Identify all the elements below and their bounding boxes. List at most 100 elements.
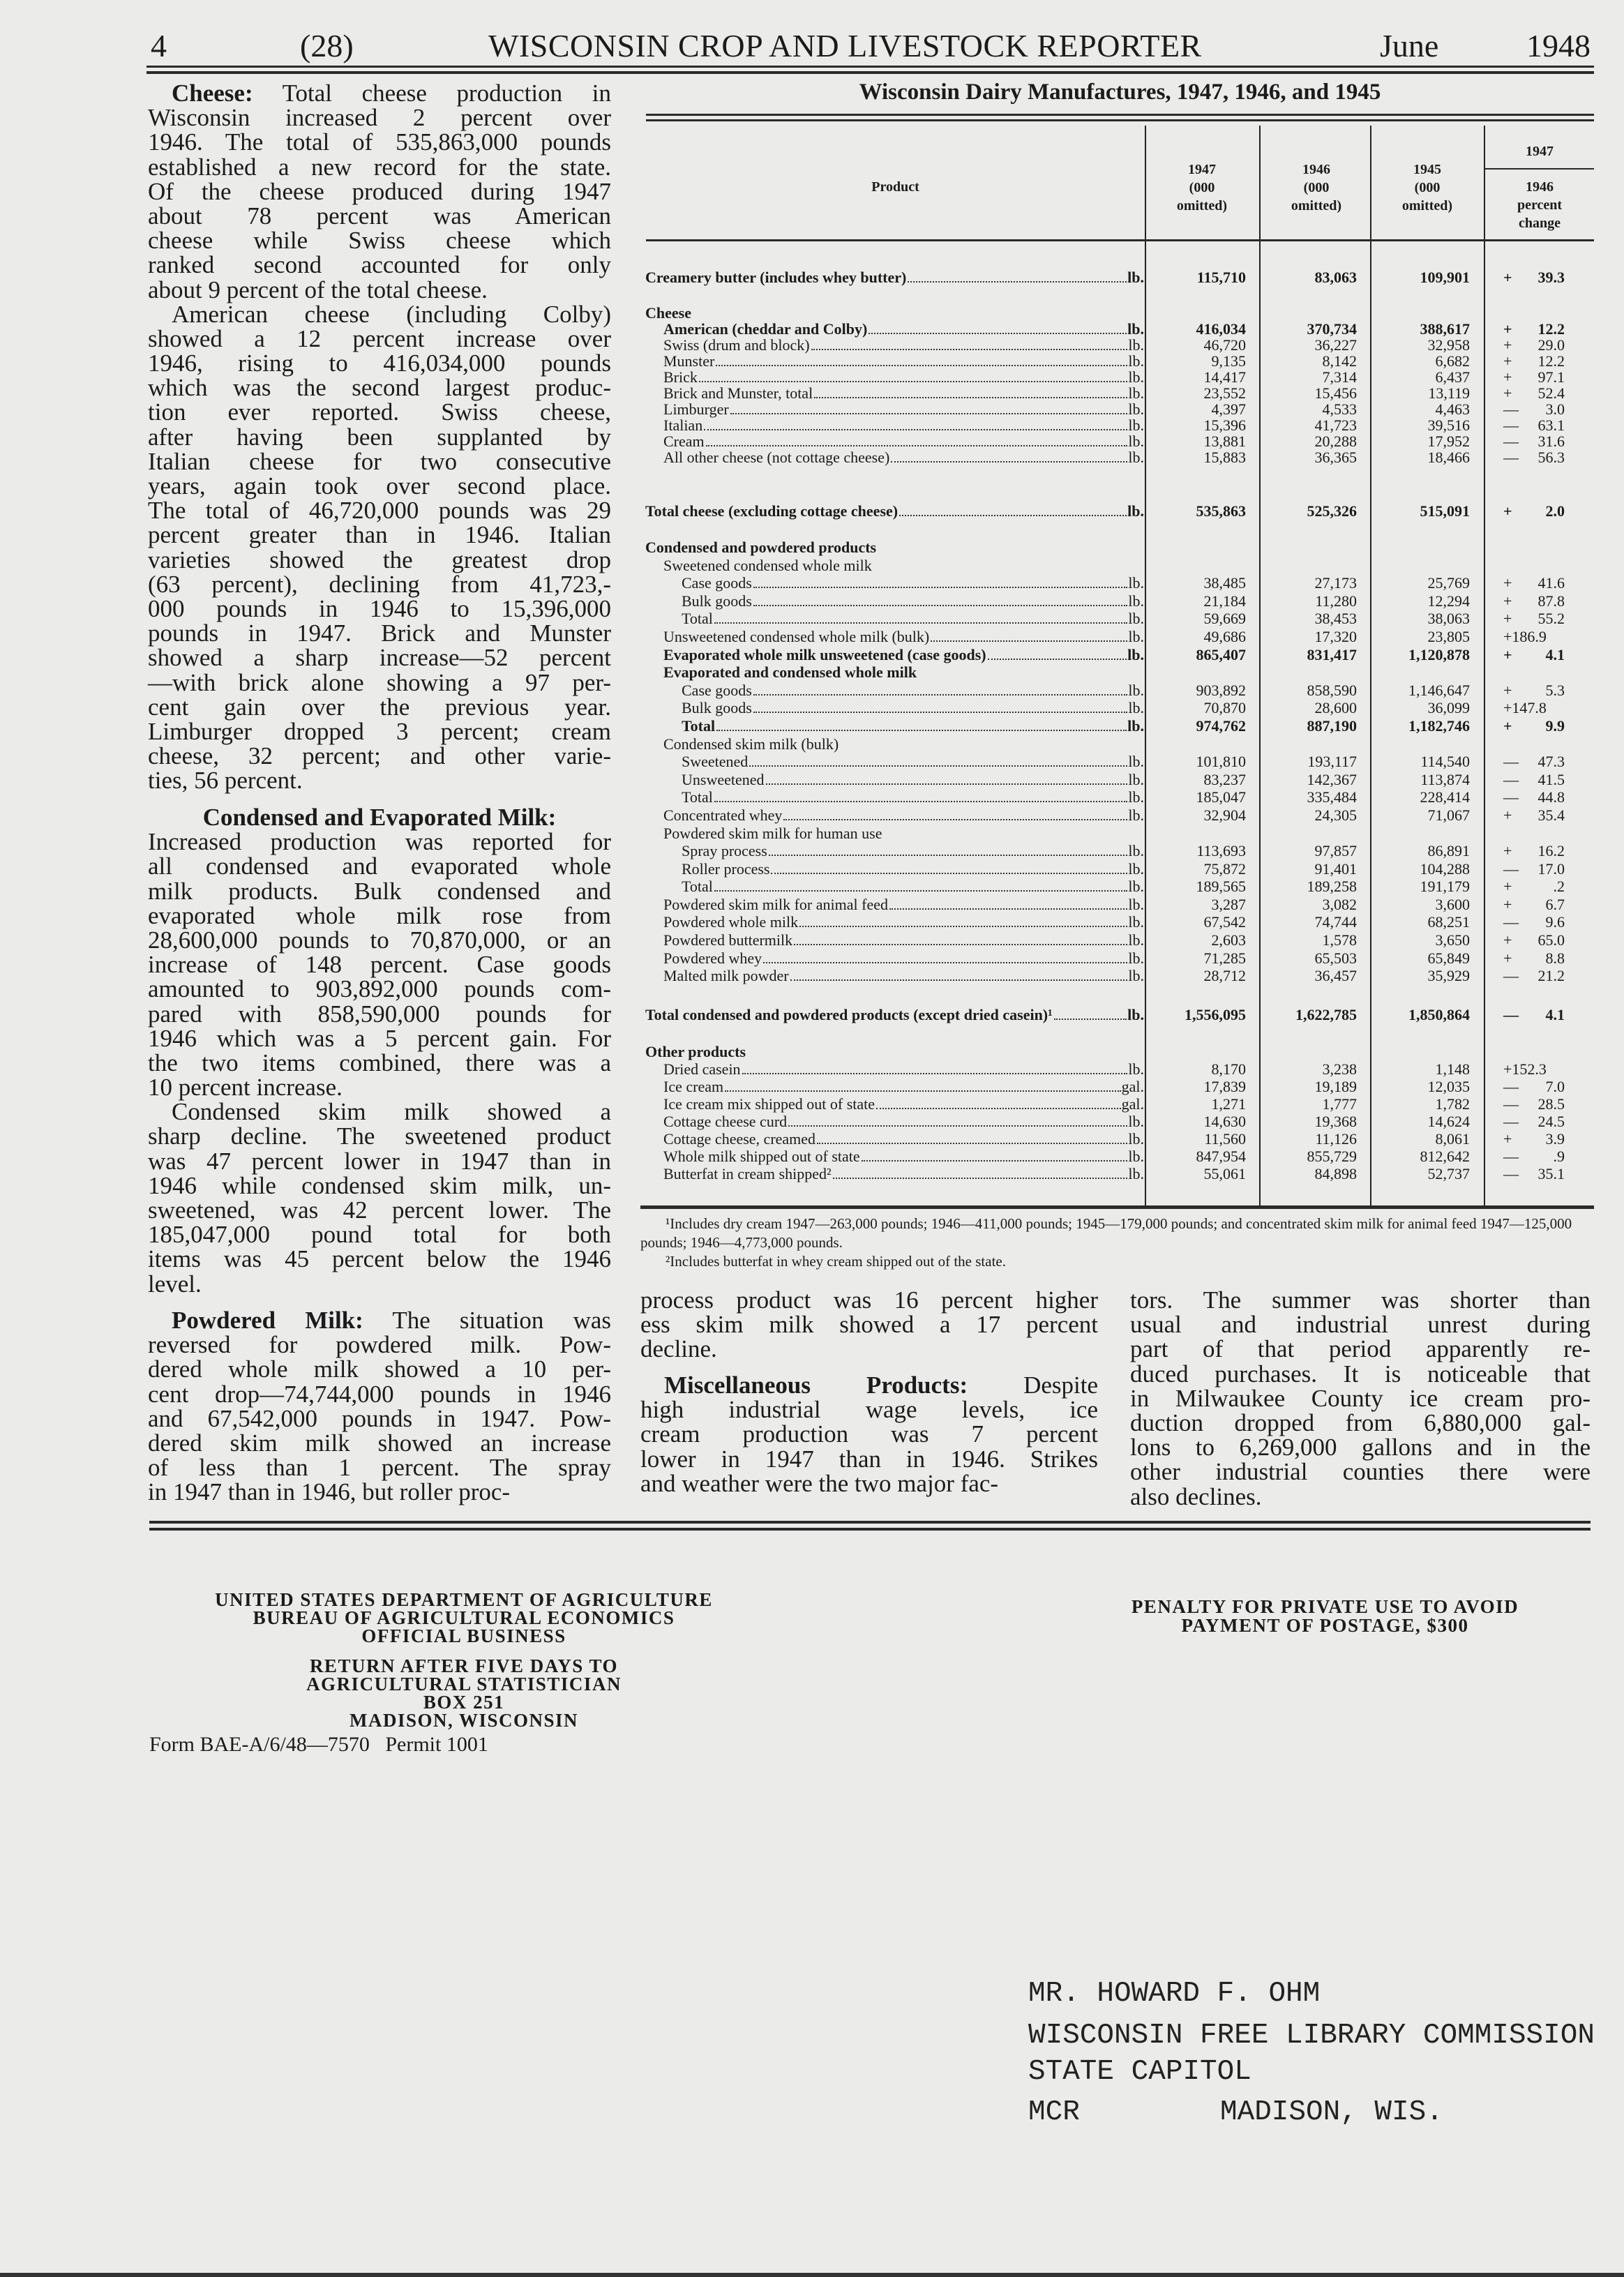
row-value: 11,560 — [1204, 1130, 1246, 1148]
table-row: Bulk goods lb. 70,870 28,600 36,099 +147.8 — [645, 699, 1594, 717]
article-powdered-milk: Powdered Milk: The situation was reversed… — [148, 1308, 611, 1505]
row-label: Powdered buttermilk lb. — [645, 931, 1144, 949]
dot-leader — [753, 587, 1128, 589]
row-value: 1,271 — [1211, 1095, 1247, 1113]
issue-number: (28) — [300, 28, 354, 63]
table-row: Spray process lb. 113,693 97,857 86,891 + 16.… — [645, 842, 1594, 860]
row-value: 17,839 — [1203, 1078, 1247, 1095]
article-condensed-milk: Condensed and Evaporated Milk: Increased … — [148, 805, 611, 1296]
text: all condensed and evaporated whole — [148, 852, 611, 880]
table-row: Bulk goods lb. 21,184 11,280 12,294 + 87.8 — [645, 592, 1594, 610]
row-value: 1,782 — [1435, 1095, 1471, 1113]
row-label: Condensed and powdered products — [645, 539, 1144, 557]
row-label: Cottage cheese curd lb. — [645, 1113, 1144, 1130]
dot-leader — [705, 445, 1128, 446]
text-line: and weather were the two major fac- — [640, 1471, 1098, 1496]
text: The total of 46,720,000 pounds was 29 — [148, 497, 611, 525]
text-line: ties, 56 percent. — [148, 768, 611, 792]
row-value: 115,710 — [1196, 269, 1246, 286]
dot-leader — [889, 908, 1128, 910]
text-line: which was the second largest produc- — [148, 375, 611, 400]
percent-change: + 12.2 — [1503, 352, 1565, 370]
text: ranked second accounted for only — [148, 251, 611, 279]
row-unit: lb. — [1128, 681, 1144, 699]
table-section-heading: Powdered skim milk for human use — [645, 825, 1594, 843]
text-line: sweetened, was 42 percent lower. The — [148, 1198, 611, 1222]
row-label: Total lb. — [645, 717, 1144, 735]
text-line: Cheese: Total cheese production in — [148, 81, 611, 105]
percent-change: — 47.3 — [1503, 753, 1565, 771]
column-header-line: omitted) — [1291, 198, 1342, 213]
row-value: 2,603 — [1211, 931, 1247, 949]
percent-change: — 17.0 — [1503, 859, 1565, 878]
row-unit: gal. — [1121, 1095, 1144, 1113]
percent-change: +152.3 — [1503, 1060, 1547, 1078]
row-value: 1,850,864 — [1408, 1006, 1470, 1023]
row-label: Swiss (drum and block) lb. — [645, 337, 1144, 354]
row-label: Butterfat in cream shipped² lb. — [645, 1165, 1144, 1182]
table-row: Butterfat in cream shipped² lb. 55,061 84,8… — [645, 1165, 1594, 1182]
dot-leader — [783, 818, 1128, 820]
text: pared with 858,590,000 pounds for — [148, 1000, 611, 1028]
dot-leader — [714, 622, 1128, 624]
row-label-text: Powdered skim milk for animal feed — [663, 895, 888, 913]
row-value: 83,063 — [1314, 269, 1358, 286]
text: established a new record for the state. — [148, 153, 611, 181]
percent-change: + 8.8 — [1503, 949, 1565, 967]
text: 1946 which was a 5 percent gain. For — [148, 1024, 611, 1052]
row-unit: lb. — [1128, 336, 1144, 354]
text: percent greater than in 1946. Italian — [148, 521, 611, 549]
column-divider — [1484, 126, 1485, 1207]
row-value: 3,287 — [1211, 895, 1247, 913]
percent-change: — 31.6 — [1503, 433, 1565, 450]
article-continued: process product was 16 percent higher ess… — [640, 1288, 1098, 1362]
row-label-text: Ice cream — [663, 1078, 724, 1095]
text: varieties showed the greatest drop — [148, 546, 611, 573]
dot-leader — [753, 693, 1128, 696]
text: in Milwaukee County ice cream pro- — [1130, 1384, 1591, 1412]
row-unit: lb. — [1128, 449, 1144, 466]
text-line: after having been supplanted by — [148, 425, 611, 449]
row-label: Spray process lb. — [645, 842, 1144, 860]
text-line: in Milwaukee County ice cream pro- — [1130, 1386, 1591, 1411]
dot-leader — [1053, 1019, 1127, 1020]
column-header-line: (000 — [1303, 180, 1330, 195]
row-unit: lb. — [1128, 770, 1144, 788]
row-unit: lb. — [1128, 1113, 1144, 1130]
dot-leader — [771, 872, 1128, 874]
text: and 67,542,000 pounds in 1947. Pow- — [148, 1404, 611, 1432]
row-label-text: Munster — [663, 352, 715, 370]
address-line: STATE CAPITOL — [1028, 2056, 1251, 2088]
row-label-text: Total — [682, 878, 713, 896]
row-value: 109,901 — [1420, 269, 1471, 286]
text: milk products. Bulk condensed and — [148, 877, 611, 905]
row-label: Total cheese (excluding cottage cheese) l… — [645, 503, 1144, 520]
row-value: 59,669 — [1203, 610, 1247, 628]
row-label: American (cheddar and Colby) lb. — [645, 321, 1144, 338]
row-label: Ice cream gal. — [645, 1078, 1144, 1095]
dot-leader — [891, 461, 1128, 463]
row-value: 38,063 — [1427, 610, 1471, 628]
text-line: about 78 percent was American — [148, 204, 611, 228]
text-line: American cheese (including Colby) — [148, 302, 611, 326]
text: pounds in 1947. Brick and Munster — [148, 619, 611, 647]
text-line: level. — [148, 1271, 611, 1296]
row-label: Condensed skim milk (bulk) — [645, 735, 1144, 753]
row-label-text: Total condensed and powdered products (e… — [645, 1006, 1053, 1023]
table-row: Italian lb. 15,396 41,723 39,516 — 63.1 — [645, 417, 1594, 433]
row-value: 36,365 — [1314, 449, 1358, 466]
row-value: 1,556,095 — [1185, 1006, 1246, 1023]
row-label: Whole milk shipped out of state lb. — [645, 1148, 1144, 1165]
text-line: evaporated whole milk rose from — [148, 903, 611, 928]
row-label-text: Creamery butter (includes whey butter) — [645, 269, 907, 286]
row-value: 189,565 — [1196, 878, 1247, 896]
text: The situation was — [363, 1307, 611, 1334]
row-label: Creamery butter (includes whey butter) lb… — [645, 269, 1144, 286]
row-value: 41,723 — [1314, 416, 1358, 434]
table-row: Ice cream gal. 17,839 19,189 12,035 — 7.0 — [645, 1078, 1594, 1095]
text-line: about 9 percent of the total cheese. — [148, 277, 611, 302]
row-value: 1,182,746 — [1408, 716, 1470, 735]
dot-leader — [742, 1073, 1128, 1074]
row-value: 28,600 — [1314, 699, 1358, 717]
lead-in: Powdered Milk: — [172, 1307, 363, 1334]
